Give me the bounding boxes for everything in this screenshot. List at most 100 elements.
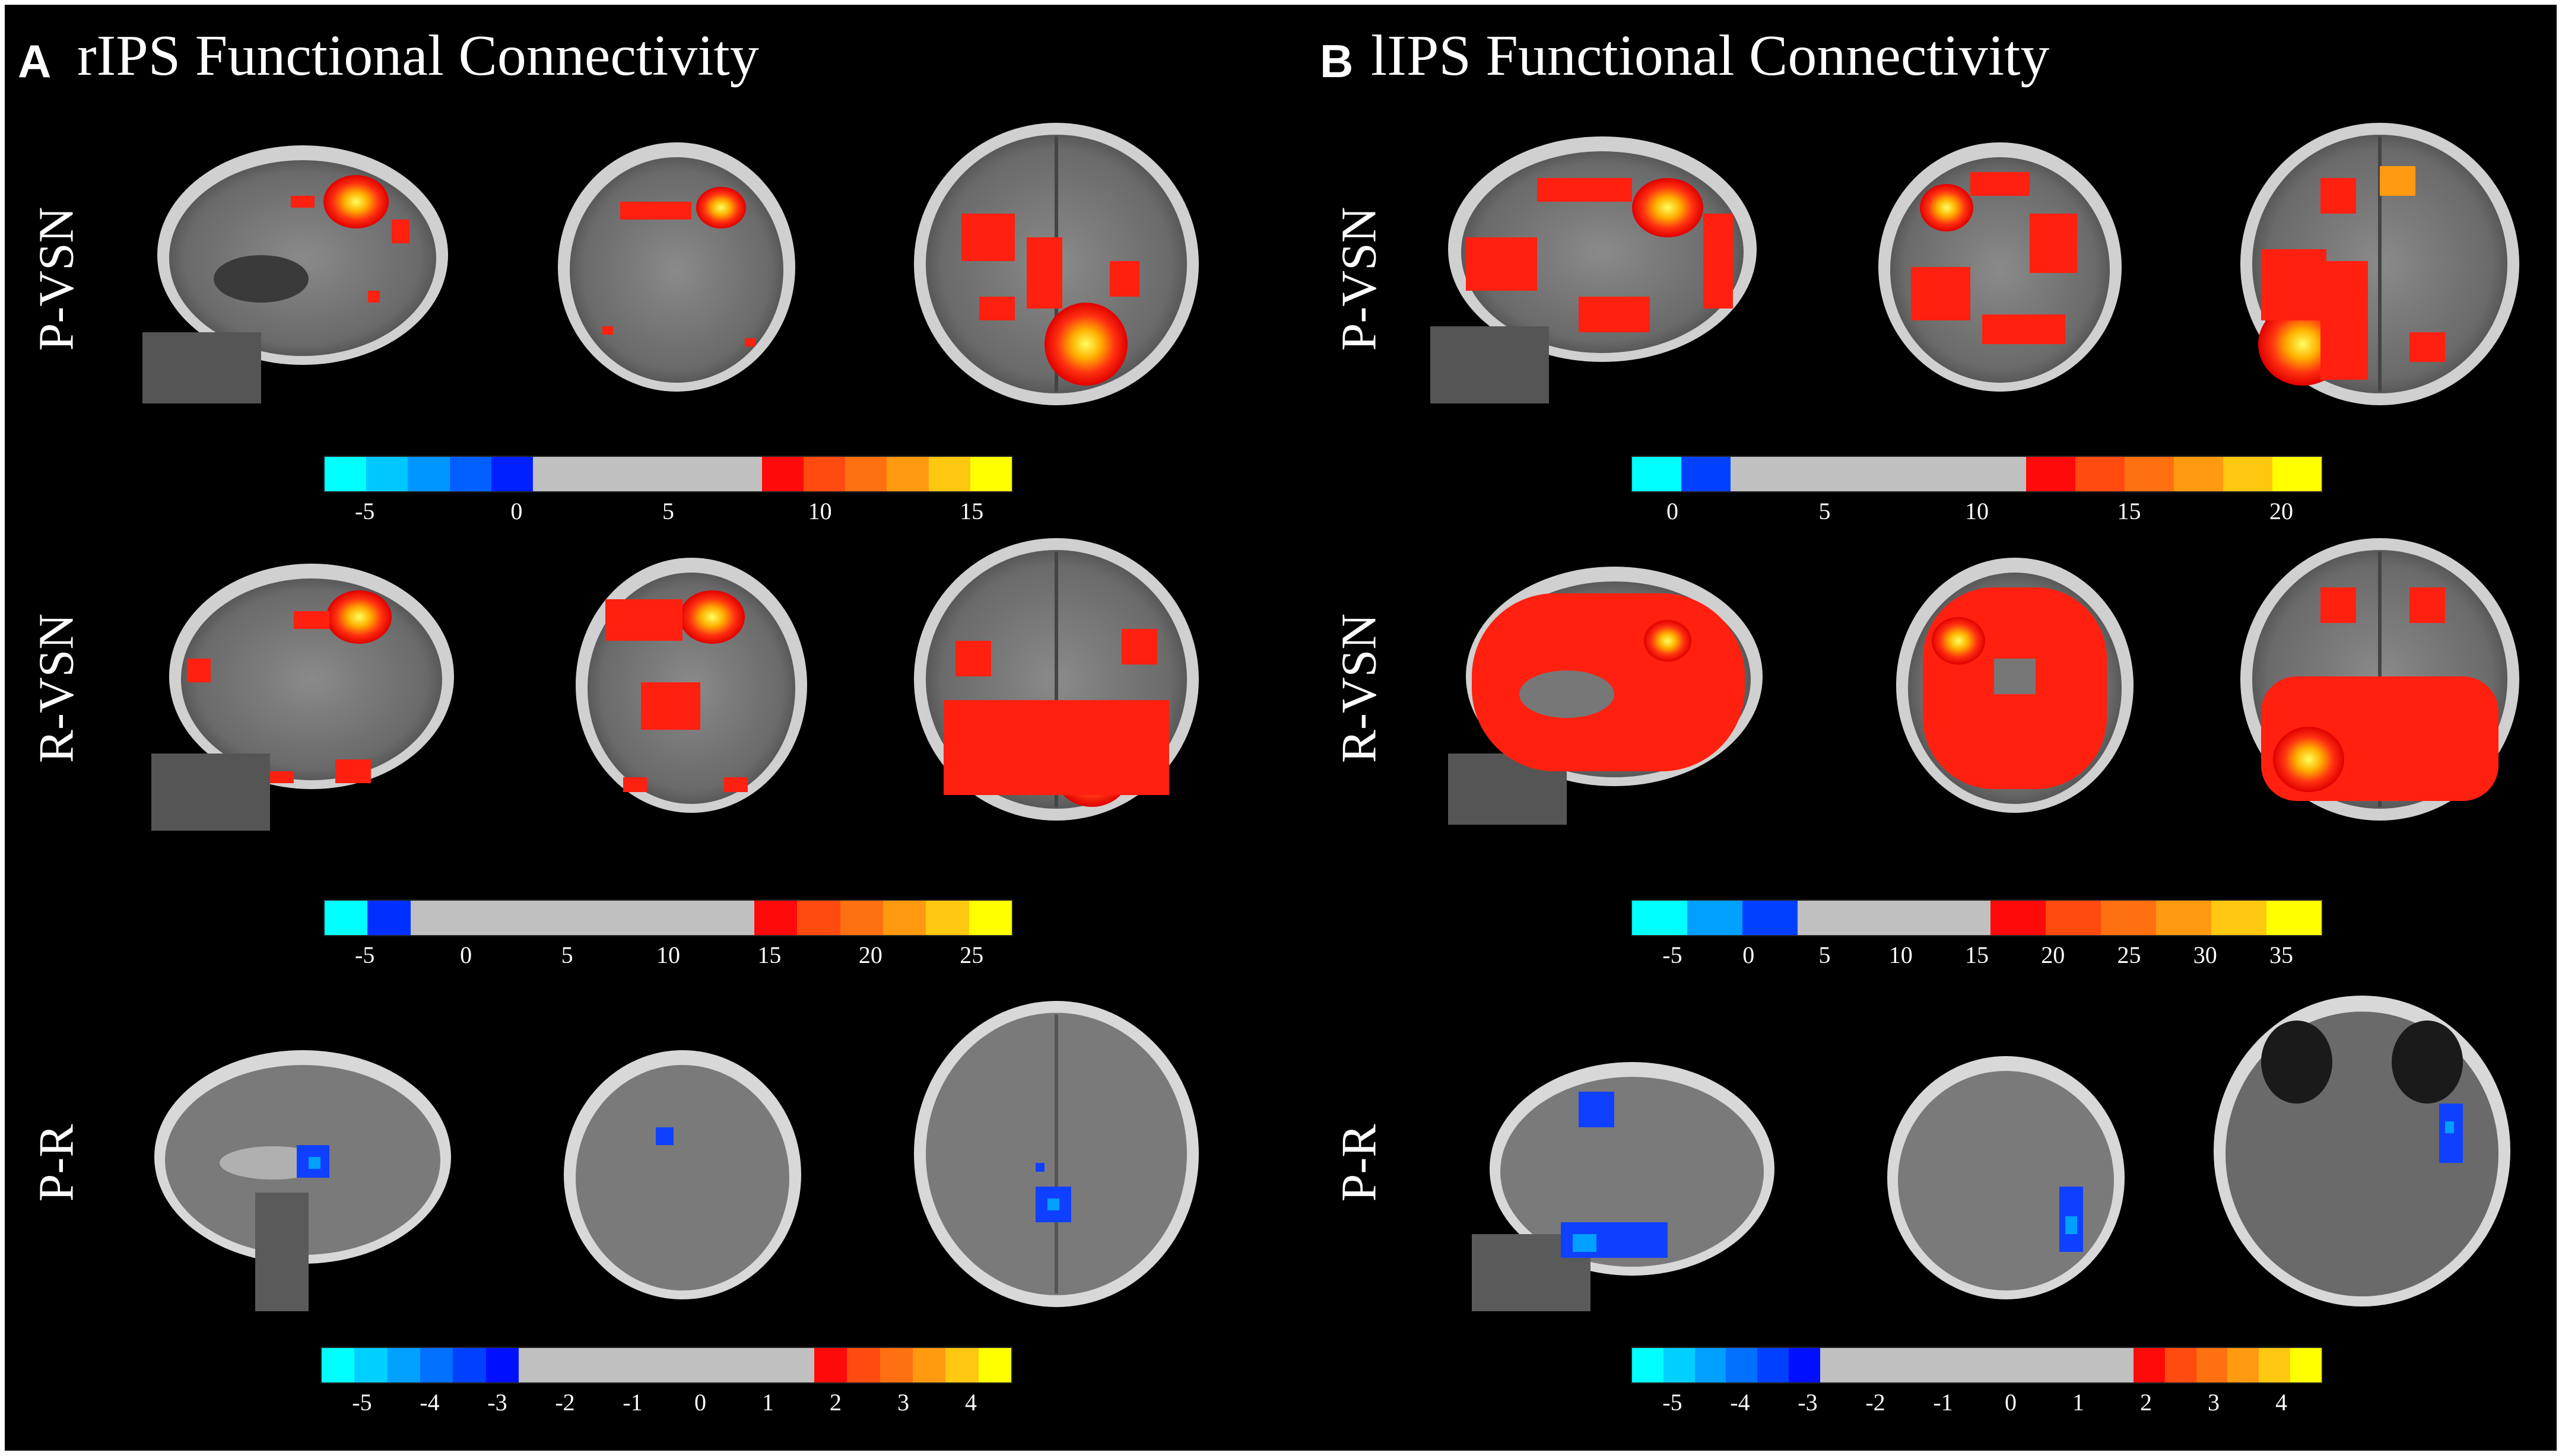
row-label-pr-a: P-R <box>28 1124 84 1202</box>
colorbar-tick-label: 2 <box>830 1389 842 1416</box>
coronal-slice-b-pvsn <box>1863 136 2136 403</box>
colorbar-a-pvsn <box>323 456 1013 492</box>
colorbar-tick-label: 5 <box>662 498 674 524</box>
colorbar-tick-label: -2 <box>1865 1389 1885 1416</box>
colorbar-pos-seg <box>2223 457 2272 491</box>
colorbar-tick-label: -5 <box>355 498 375 524</box>
coronal-slice-a-pvsn <box>543 136 810 403</box>
colorbar-pos-seg <box>840 901 883 935</box>
colorbar-tick-label: -4 <box>1730 1389 1750 1416</box>
colorbar-neutral-seg <box>532 457 762 491</box>
axial-slice-b-pr <box>2208 991 2516 1311</box>
colorbar-pos-seg <box>2134 1348 2165 1382</box>
sagittal-slice-b-pr <box>1472 1056 1780 1311</box>
colorbar-pos-seg <box>845 457 887 491</box>
colorbar-tick-label: 3 <box>2208 1389 2220 1416</box>
colorbar-tick-label: 30 <box>2193 942 2217 968</box>
colorbar-ticks-a-rvsn: -5 0 5 10 15 20 25 <box>323 941 1013 977</box>
colorbar-neg-seg <box>420 1348 453 1382</box>
colorbar-pos-seg <box>754 901 798 935</box>
axial-slice-b-rvsn <box>2231 534 2528 825</box>
coronal-slice-b-pr <box>1869 1050 2142 1311</box>
colorbar-neg-seg <box>491 457 533 491</box>
colorbar-tick-label: 10 <box>808 498 832 524</box>
colorbar-pos-seg <box>2156 901 2212 935</box>
colorbar-pos-seg <box>2266 901 2322 935</box>
panel-b-title: lIPS Functional Connectivity <box>1371 24 2050 88</box>
colorbar-tick-label: 4 <box>2275 1389 2288 1416</box>
colorbar-pos-seg <box>814 1348 847 1382</box>
colorbar-tick-label: 20 <box>2269 498 2294 524</box>
colorbar-neg-seg <box>1632 457 1681 491</box>
colorbar-tick-label: 3 <box>897 1389 910 1416</box>
colorbar-pos-seg <box>2259 1348 2291 1382</box>
colorbar-neg-seg <box>1632 1348 1663 1382</box>
colorbar-neg-seg <box>354 1348 388 1382</box>
colorbar-tick-label: -5 <box>355 942 375 968</box>
colorbar-pos-seg <box>804 457 846 491</box>
colorbar-pos-seg <box>2272 457 2322 491</box>
colorbar-pos-seg <box>2290 1348 2322 1382</box>
colorbar-neutral-seg <box>1731 457 2026 491</box>
colorbar-pos-seg <box>761 457 804 491</box>
colorbar-tick-label: 5 <box>1818 942 1831 968</box>
colorbar-b-pvsn <box>1631 456 2323 492</box>
colorbar-neg-seg <box>1687 901 1742 935</box>
axial-slice-a-rvsn <box>908 534 1205 825</box>
sagittal-slice-a-pr <box>136 1044 457 1311</box>
colorbar-pos-seg <box>2211 901 2266 935</box>
row-label-pvsn-a: P-VSN <box>28 206 84 351</box>
colorbar-pos-seg <box>847 1348 880 1382</box>
colorbar-tick-label: -3 <box>487 1389 507 1416</box>
coronal-slice-a-pr <box>549 1044 816 1311</box>
colorbar-neg-seg <box>322 1348 355 1382</box>
colorbar-tick-label: 25 <box>2117 942 2141 968</box>
colorbar-pos-seg <box>2196 1348 2228 1382</box>
panel-a-letter: A <box>18 35 52 87</box>
colorbar-neg-seg <box>1726 1348 1758 1382</box>
colorbar-neg-seg <box>366 457 408 491</box>
colorbar-ticks-b-pr: -5 -4 -3 -2 -1 0 1 2 3 4 <box>1631 1388 2323 1424</box>
axial-slice-b-pvsn <box>2231 119 2528 409</box>
colorbar-tick-label: -1 <box>623 1389 643 1416</box>
colorbar-pos-seg <box>2101 901 2157 935</box>
colorbar-tick-label: 4 <box>965 1389 977 1416</box>
colorbar-tick-label: 2 <box>2140 1389 2153 1416</box>
colorbar-pos-seg <box>2227 1348 2259 1382</box>
panel-b-letter: B <box>1320 35 1354 87</box>
colorbar-tick-label: 35 <box>2269 942 2294 968</box>
colorbar-pos-seg <box>880 1348 913 1382</box>
colorbar-tick-label: 5 <box>561 942 573 968</box>
colorbar-ticks-b-pvsn: 0 5 10 15 20 <box>1631 497 2323 533</box>
colorbar-neg-seg <box>1663 1348 1695 1382</box>
colorbar-tick-label: 10 <box>1888 942 1913 968</box>
sagittal-slice-a-rvsn <box>151 552 460 831</box>
colorbar-pos-seg <box>969 901 1012 935</box>
colorbar-pos-seg <box>2026 457 2075 491</box>
colorbar-tick-label: 0 <box>694 1389 706 1416</box>
colorbar-tick-label: 0 <box>1666 498 1678 524</box>
coronal-slice-a-rvsn <box>564 552 819 825</box>
colorbar-neg-seg <box>367 901 411 935</box>
colorbar-tick-label: 15 <box>960 498 984 524</box>
colorbar-neutral-seg <box>518 1348 814 1382</box>
colorbar-a-pr <box>320 1347 1012 1384</box>
colorbar-tick-label: 15 <box>1965 942 1989 968</box>
colorbar-neg-seg <box>387 1348 420 1382</box>
panel-a-title: rIPS Functional Connectivity <box>77 24 759 88</box>
colorbar-neg-seg <box>1789 1348 1820 1382</box>
colorbar-a-rvsn <box>323 899 1013 936</box>
colorbar-neg-seg <box>1757 1348 1789 1382</box>
colorbar-neg-seg <box>408 457 450 491</box>
colorbar-pos-seg <box>912 1348 946 1382</box>
colorbar-tick-label: 0 <box>460 942 472 968</box>
colorbar-neg-seg <box>453 1348 486 1382</box>
colorbar-tick-label: 0 <box>510 498 523 524</box>
colorbar-neg-seg <box>1742 901 1798 935</box>
colorbar-pos-seg <box>887 457 929 491</box>
row-label-rvsn-a: R-VSN <box>28 613 84 764</box>
colorbar-pos-seg <box>970 457 1012 491</box>
colorbar-pos-seg <box>1990 901 2046 935</box>
colorbar-tick-label: 15 <box>757 942 782 968</box>
colorbar-neg-seg <box>1632 901 1687 935</box>
